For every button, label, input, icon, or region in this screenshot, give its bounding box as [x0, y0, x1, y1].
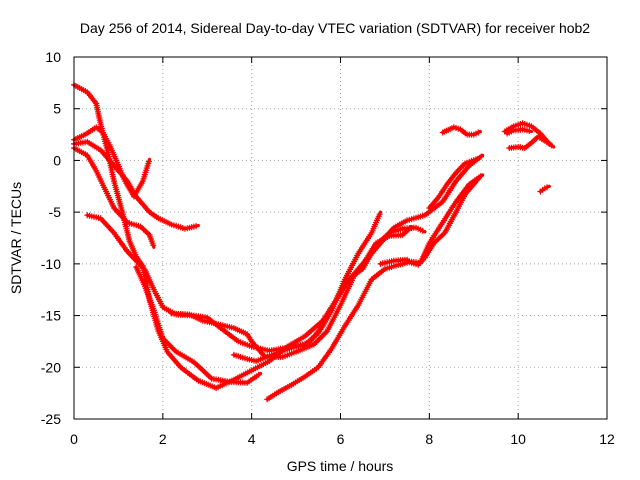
series-markers: [506, 133, 553, 151]
x-tick-label: 2: [159, 431, 167, 447]
series-markers: [426, 156, 479, 211]
series-satellite-track-6: [133, 264, 263, 386]
grid: [74, 57, 607, 419]
chart-title: Day 256 of 2014, Sidereal Day-to-day VTE…: [80, 20, 590, 36]
series-satellite-track-16: [537, 184, 551, 195]
series-markers: [264, 173, 484, 403]
x-tick-label: 4: [248, 431, 256, 447]
series-satellite-track-14: [506, 133, 554, 151]
series-markers: [230, 224, 426, 365]
series-markers: [71, 81, 484, 391]
axis-ticks: 0 2 4 6 8 10 12 -25 -20 -15 -10 -5 0 5 10: [41, 49, 615, 447]
x-tick-label: 10: [510, 431, 526, 447]
y-tick-label: -20: [41, 359, 61, 375]
y-tick-label: 0: [53, 152, 61, 168]
series-satellite-track-2: [71, 138, 200, 232]
y-tick-label: 10: [45, 49, 61, 65]
y-tick-label: 5: [53, 101, 61, 117]
series-satellite-track-15: [504, 126, 534, 137]
series-line: [232, 226, 427, 363]
series-satellite-track-10: [377, 174, 483, 268]
series-markers: [439, 124, 482, 138]
x-axis-label: GPS time / hours: [287, 458, 394, 474]
x-tick-label: 8: [425, 431, 433, 447]
y-axis-label: SDTVAR / TECUs: [8, 182, 24, 294]
y-tick-label: -5: [49, 204, 62, 220]
y-tick-label: -10: [41, 256, 61, 272]
x-tick-label: 12: [599, 431, 615, 447]
data-series: [71, 81, 556, 403]
series-satellite-track-8: [230, 224, 427, 365]
y-tick-label: -25: [41, 411, 61, 427]
series-satellite-track-11: [426, 156, 480, 211]
series-line: [72, 83, 485, 390]
x-tick-label: 0: [70, 431, 78, 447]
y-tick-label: -15: [41, 308, 61, 324]
series-satellite-track-12: [439, 124, 482, 138]
series-markers: [71, 138, 200, 232]
series-markers: [504, 126, 533, 137]
series-markers: [537, 184, 550, 195]
series-markers: [133, 264, 262, 386]
series-satellite-track-1: [71, 81, 485, 391]
series-satellite-track-3: [71, 145, 157, 249]
series-satellite-track-9: [264, 173, 485, 403]
series-markers: [377, 174, 483, 268]
x-tick-label: 6: [337, 431, 345, 447]
